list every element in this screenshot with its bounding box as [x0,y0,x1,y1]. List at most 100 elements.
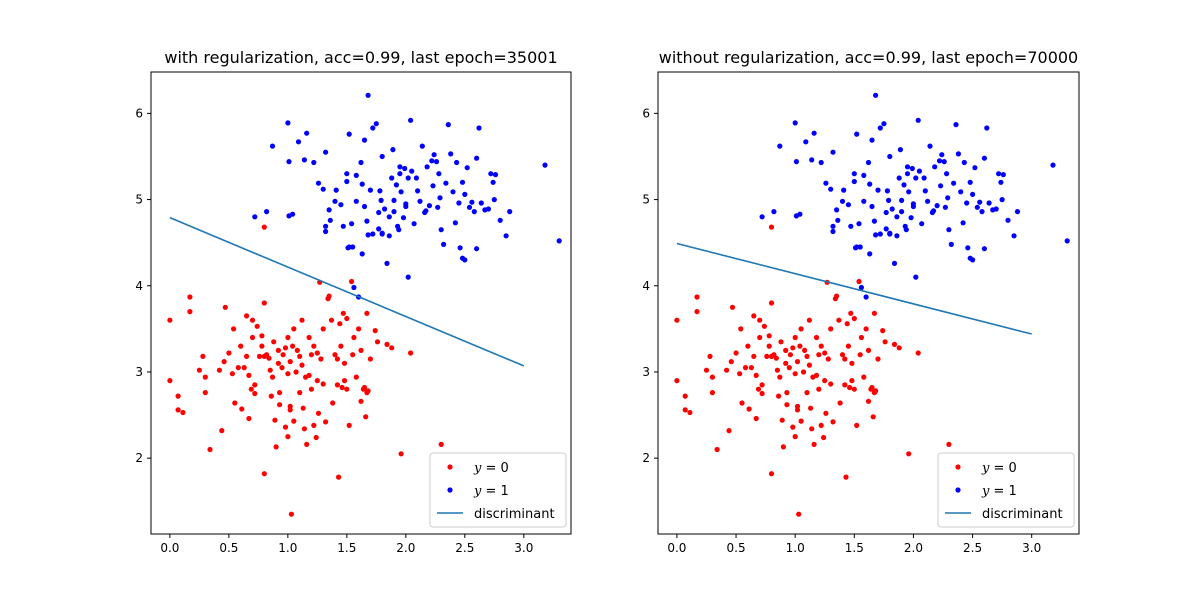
data-point [358,347,364,353]
data-point [351,284,357,291]
data-point [314,378,320,384]
data-point [353,374,359,380]
data-point [285,120,291,126]
data-point [491,197,497,203]
data-point [999,197,1005,203]
data-point [919,221,925,227]
data-point [674,317,680,323]
data-point [839,198,846,204]
data-point [728,359,734,365]
data-point [891,341,898,347]
data-point [471,209,477,215]
data-point [202,390,208,396]
data-point [887,231,893,237]
data-point [753,372,759,378]
data-point [239,406,245,412]
legend: y = 0 y = 1 discriminant [429,452,567,528]
data-point [873,232,879,238]
data-point [275,347,281,353]
data-point [894,233,900,239]
data-point [777,143,783,149]
data-point [932,164,938,170]
data-point [842,356,848,362]
data-point [809,426,815,432]
data-point [180,409,186,416]
data-point [896,345,902,351]
data-point [757,317,763,323]
data-point [887,153,893,160]
data-point [229,371,235,377]
data-point [202,374,208,380]
data-point [275,360,281,366]
legend-marker-y0 [447,464,453,470]
data-point [323,228,329,235]
data-point [435,204,441,210]
data-point [353,198,359,204]
data-point [370,125,376,131]
data-point [915,350,921,356]
data-point [430,183,436,189]
data-point [849,378,855,384]
data-point [315,180,322,186]
data-point [761,323,768,329]
data-point [373,121,379,127]
data-point [899,209,905,215]
data-point [297,390,303,396]
data-point [359,251,365,257]
data-point [857,244,863,250]
data-point [389,175,395,181]
plot-frame [150,71,572,535]
legend-label: y = 1 [473,484,509,499]
data-point [884,188,891,194]
data-point [813,334,820,341]
data-point [346,131,352,137]
data-point [768,471,775,477]
data-point [948,241,954,247]
data-point [382,206,388,212]
data-point [285,434,291,440]
data-point [370,231,376,237]
data-point [687,409,693,416]
data-point [842,382,848,388]
data-point [851,386,857,392]
data-point [334,356,340,362]
data-point [323,419,329,425]
data-point [858,334,865,341]
data-point [282,345,289,351]
data-point [311,422,317,428]
data-point [809,157,815,163]
data-point [356,326,362,332]
data-point [288,511,294,517]
data-point [364,218,370,224]
data-point [906,451,912,457]
data-point [804,353,810,359]
series-y0 [674,224,952,517]
data-point [863,294,869,300]
data-point [438,441,444,447]
data-point [261,300,267,306]
data-point [367,187,373,193]
legend-label: y = 1 [981,484,1017,499]
data-point [300,405,306,411]
data-point [774,367,781,373]
data-point [207,446,213,453]
data-point [542,162,548,168]
data-point [443,180,449,186]
data-point [768,300,775,306]
data-point [759,390,765,397]
data-point [405,175,411,181]
data-point [916,168,923,174]
data-point [984,125,990,131]
x-tick-label: 0.5 [727,541,746,555]
data-point [306,334,312,341]
data-point [341,360,348,366]
data-point [200,353,206,359]
data-point [883,209,889,216]
data-point [792,334,798,341]
data-point [915,117,921,123]
data-point [755,386,762,392]
data-point [955,151,962,157]
data-point [848,310,854,316]
x-tick-label: 3.0 [1022,541,1041,555]
data-point [393,182,399,188]
